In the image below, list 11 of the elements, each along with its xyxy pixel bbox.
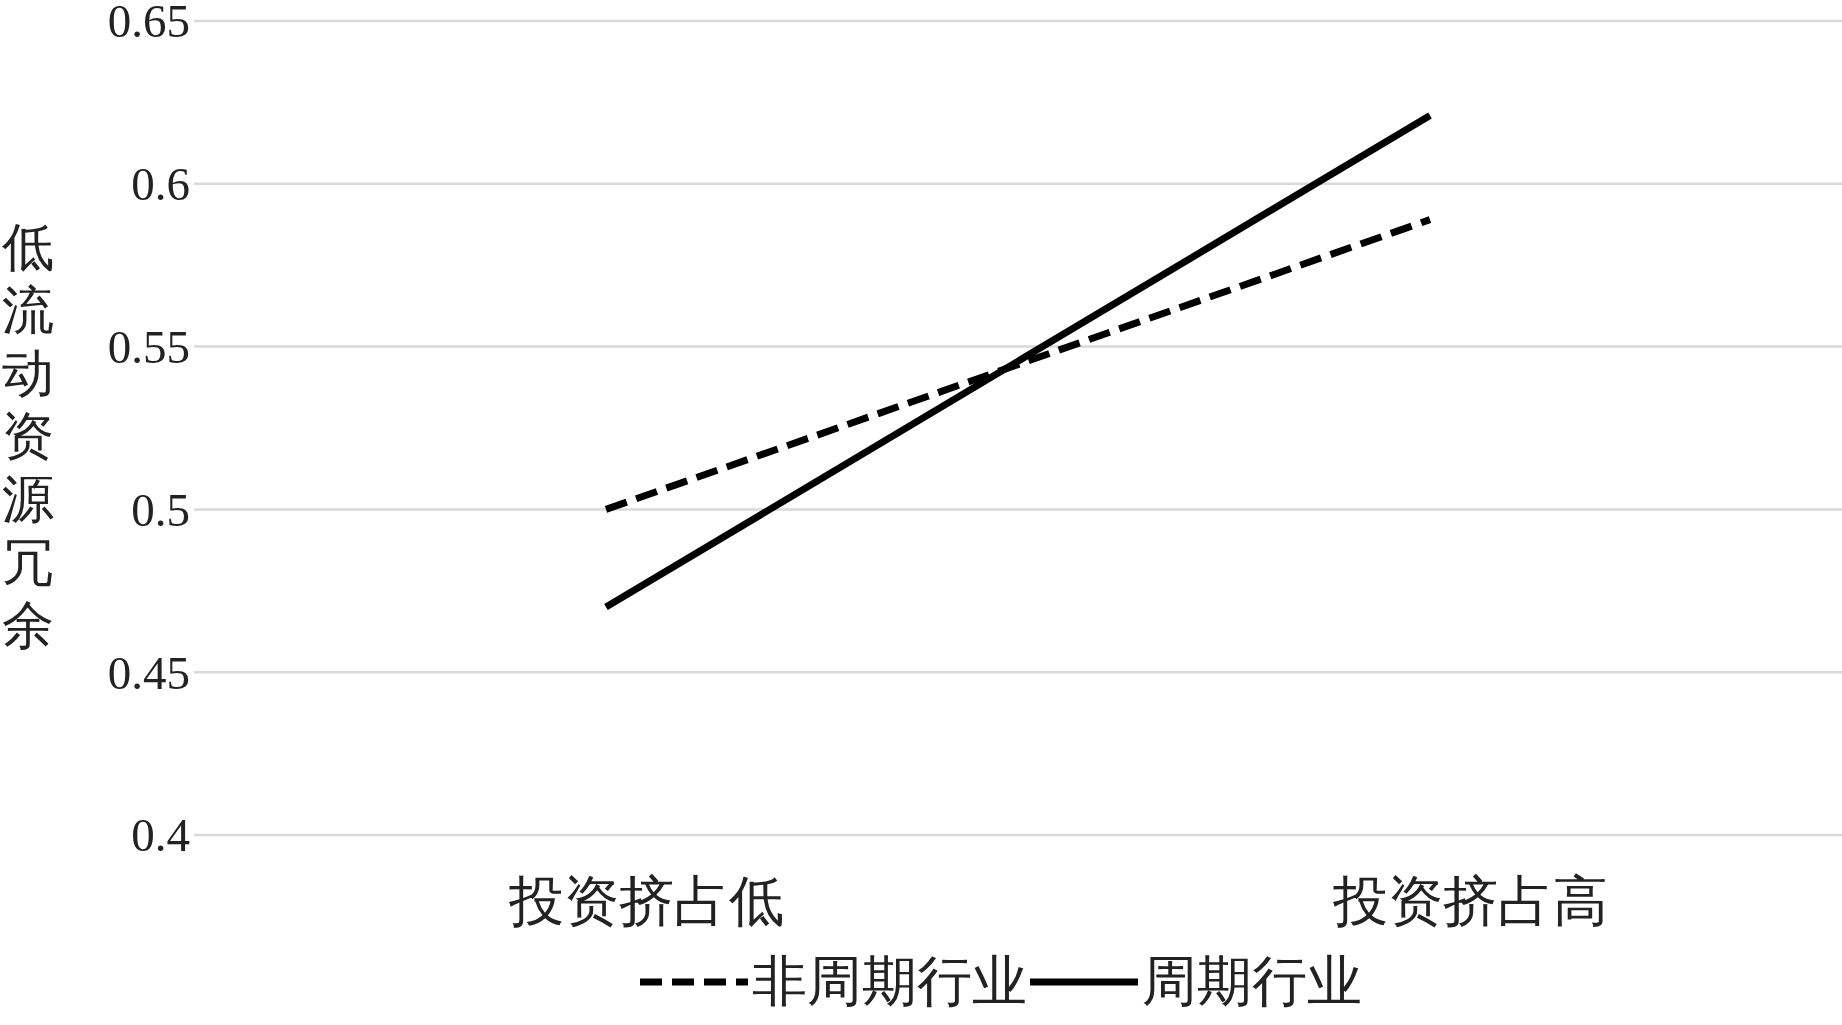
y-axis-title: 低流动资源冗余 <box>2 219 54 654</box>
y-tick-label: 0.55 <box>107 321 190 374</box>
legend-label: 非周期行业 <box>752 951 1027 1012</box>
y-tick-label: 0.4 <box>131 809 190 862</box>
x-tick-label: 投资挤占低 <box>507 871 784 932</box>
y-tick-label: 0.6 <box>131 158 190 211</box>
x-tick-label: 投资挤占高 <box>1331 871 1608 932</box>
y-tick-label: 0.65 <box>107 0 190 48</box>
y-tick-label: 0.45 <box>107 646 190 699</box>
legend-label: 周期行业 <box>1142 951 1362 1012</box>
y-tick-label: 0.5 <box>131 483 190 536</box>
